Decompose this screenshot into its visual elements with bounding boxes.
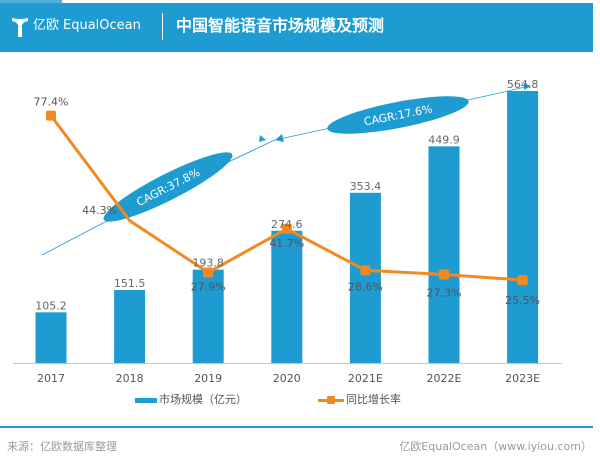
- equalocean-logo-icon: [12, 18, 28, 37]
- bar-2017: [35, 312, 67, 363]
- legend-item-market-size: 市场规模（亿元）: [135, 391, 247, 409]
- x-tick-label: 2022E: [427, 372, 462, 385]
- footer-divider: [0, 426, 593, 428]
- x-tick-label: 2020: [273, 372, 301, 385]
- legend-item-growth: 同比增长率: [318, 391, 401, 409]
- growth-value-label: 27.9%: [191, 281, 226, 294]
- bar-2023E: [507, 91, 539, 363]
- growth-marker-2023E: [517, 275, 528, 286]
- bar-2020: [271, 230, 303, 363]
- x-axis: 2017 2018 2019 2020 2021E 2022E 2023E: [13, 363, 562, 385]
- x-tick-label: 2021E: [348, 372, 383, 385]
- brand-name: 亿欧 EqualOcean: [33, 17, 141, 35]
- growth-line-series: [46, 110, 528, 286]
- cagr-arrowhead-1: [275, 134, 284, 142]
- bar-2021E: [349, 192, 381, 363]
- header-banner: [0, 3, 593, 52]
- growth-value-label: 41.7%: [269, 237, 304, 250]
- growth-marker-2017: [46, 110, 56, 121]
- cagr-arrowhead-2: [524, 83, 531, 90]
- header-notch: [0, 0, 62, 4]
- bar-value-label: 193.8: [192, 257, 224, 270]
- x-tick-label: 2017: [37, 372, 65, 385]
- growth-value-label: 28.6%: [348, 280, 383, 293]
- legend-line-swatch: [318, 394, 344, 406]
- growth-value-label: 25.5%: [505, 294, 540, 307]
- x-tick-label: 2018: [116, 372, 144, 385]
- chart-title: 中国智能语音市场规模及预测: [176, 16, 385, 35]
- cagr-arrowhead-mid: [259, 135, 266, 142]
- legend-bar-swatch: [135, 397, 157, 403]
- growth-marker-2019: [203, 267, 214, 278]
- bar-value-label: 564.8: [507, 78, 539, 91]
- bar-value-label: 353.4: [350, 180, 382, 193]
- bar-value-label: 274.6: [271, 218, 303, 231]
- footer-credit: 亿欧EqualOcean（www.iyiou.com）: [399, 440, 592, 453]
- legend-label-market-size: 市场规模（亿元）: [159, 393, 247, 406]
- bar-value-label: 449.9: [428, 133, 460, 146]
- header-separator: [162, 13, 163, 40]
- growth-value-label: 77.4%: [34, 96, 69, 109]
- growth-value-label: 44.3%: [82, 204, 117, 217]
- x-tick-label: 2023E: [505, 372, 540, 385]
- x-tick-label: 2019: [194, 372, 222, 385]
- bar-2022E: [428, 146, 460, 363]
- legend-label-growth: 同比增长率: [346, 393, 401, 406]
- chart-area: 2017 2018 2019 2020 2021E 2022E 2023E CAGR:37.…: [13, 78, 562, 385]
- bar-2019: [192, 269, 224, 363]
- cagr-ellipse-1: [103, 152, 233, 222]
- growth-marker-2022E: [439, 269, 449, 280]
- growth-marker-2020: [281, 223, 292, 234]
- growth-value-label: 27.3%: [427, 286, 462, 299]
- footer-source: 来源：亿欧数据库整理: [7, 440, 117, 453]
- growth-marker-2021E: [360, 265, 371, 276]
- brand-en: EqualOcean: [63, 18, 141, 33]
- data-labels: 105.2 151.5 193.8 274.6 353.4 449.9 564.8 77.4%…: [34, 78, 541, 312]
- cagr-ellipse-2: [327, 96, 469, 134]
- bar-value-label: 105.2: [35, 299, 67, 312]
- bar-series: [35, 91, 539, 363]
- brand-cn: 亿欧: [33, 18, 60, 33]
- bar-2018: [114, 290, 146, 363]
- bar-value-label: 151.5: [114, 277, 146, 290]
